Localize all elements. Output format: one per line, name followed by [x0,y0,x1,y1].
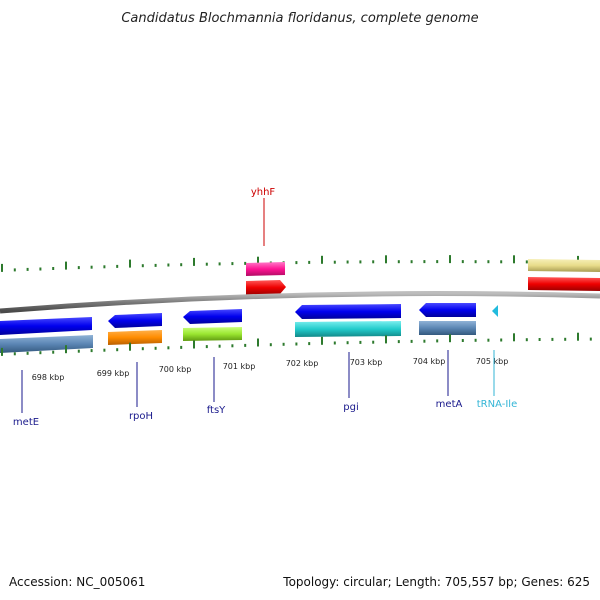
ruler-label-702: 702 kbp [286,359,319,368]
gene-label-ftsY[interactable]: ftsY [207,405,226,416]
gene-leaders [21,198,495,413]
gene-labels: metE rpoH ftsY pgi metA tRNA-Ile yhhF [13,187,517,428]
forward-features [246,259,600,295]
accession-text: Accession: NC_005061 [9,575,145,589]
map-title: Candidatus Blochmannia floridanus, compl… [121,11,478,26]
gene-label-tRNA-Ile[interactable]: tRNA-Ile [477,399,517,410]
pgi-feature[interactable] [295,304,401,319]
ftsY-feature[interactable] [183,309,242,324]
rpoH-partner-feature[interactable] [108,330,162,345]
gene-label-yhhF[interactable]: yhhF [251,187,276,198]
yhhF-partner-feature[interactable] [246,280,286,295]
gene-label-pgi[interactable]: pgi [343,402,358,413]
gene-label-metE[interactable]: metE [13,417,39,428]
ruler-label-698: 698 kbp [32,373,65,382]
ftsY-partner-feature[interactable] [183,327,242,341]
khaki-feature[interactable] [528,259,600,272]
ruler-label-704: 704 kbp [413,357,446,366]
ruler-label-699: 699 kbp [97,369,130,378]
gene-label-rpoH[interactable]: rpoH [129,411,153,422]
metE-partner-feature[interactable] [0,335,93,353]
ruler-label-703: 703 kbp [350,358,383,367]
ruler-label-701: 701 kbp [223,362,256,371]
topology-summary: Topology: circular; Length: 705,557 bp; … [282,575,590,589]
tRNA-Ile-feature[interactable] [492,305,498,317]
pgi-partner-feature[interactable] [295,321,401,337]
yhhF-feature[interactable] [246,262,285,276]
inner-tick-row [1,332,592,356]
ruler-label-700: 700 kbp [159,365,192,374]
red-feature-right[interactable] [528,277,600,291]
ruler: 698 kbp 699 kbp 700 kbp 701 kbp 702 kbp … [32,357,509,382]
ruler-label-705: 705 kbp [476,357,509,366]
metA-partner-feature[interactable] [419,321,476,335]
outer-tick-row [1,255,592,272]
rpoH-feature[interactable] [108,313,162,328]
reverse-features [0,303,498,353]
genome-backbone [0,291,600,314]
metE-feature[interactable] [0,317,92,335]
gene-label-metA[interactable]: metA [436,399,463,410]
metA-feature[interactable] [419,303,476,317]
